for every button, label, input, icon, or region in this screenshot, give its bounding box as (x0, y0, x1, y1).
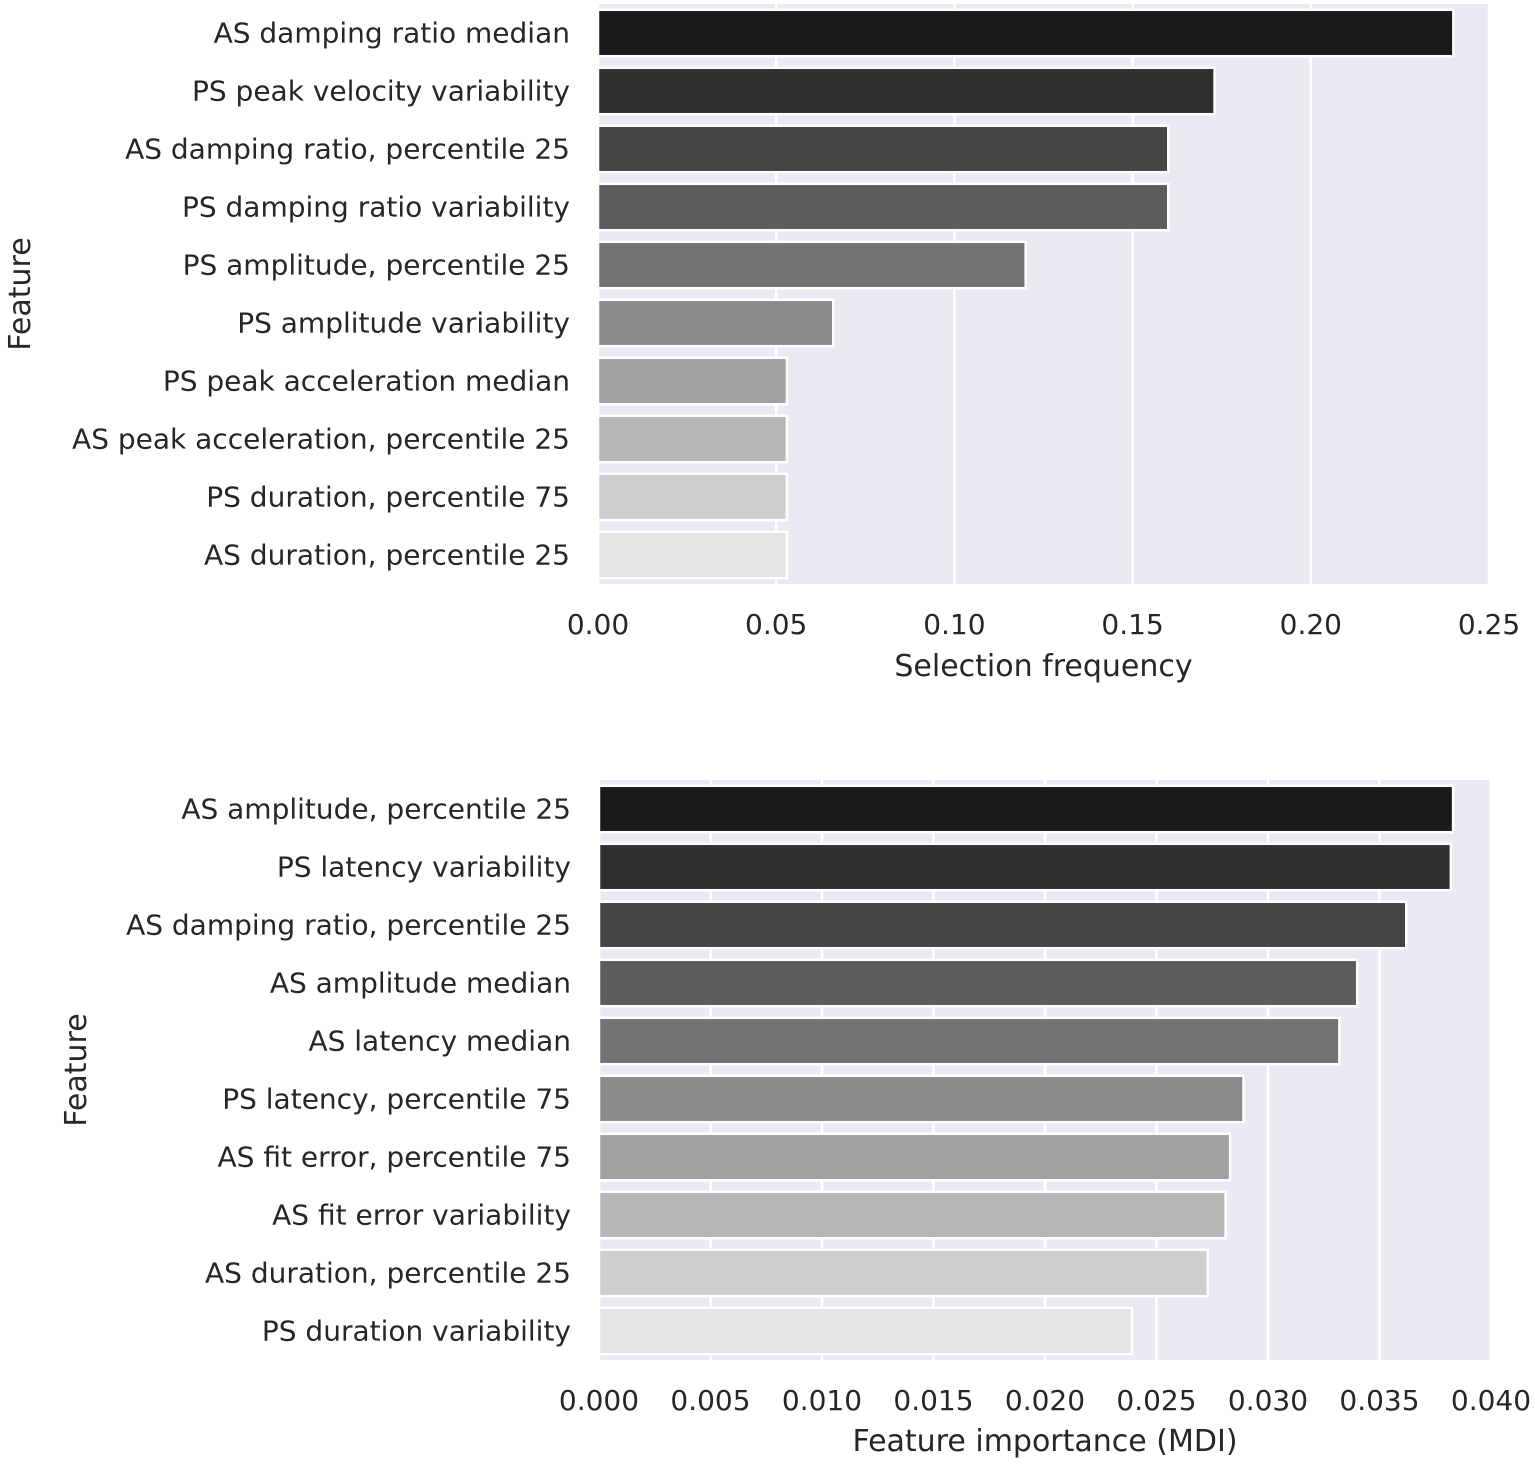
y-tick-label: AS peak acceleration, percentile 25 (72, 423, 570, 456)
bar (596, 472, 789, 522)
bar (597, 842, 1453, 892)
x-tick-label: 0.00 (567, 608, 629, 641)
y-tick-label: PS peak velocity variability (192, 75, 570, 108)
y-tick-label: PS amplitude, percentile 25 (183, 249, 570, 282)
x-tick-label: 0.010 (782, 1384, 862, 1417)
x-tick-label: 0.025 (1116, 1384, 1196, 1417)
bar (596, 356, 789, 406)
x-tick-label: 0.10 (923, 608, 985, 641)
bar (596, 298, 835, 348)
y-axis-label: Feature (3, 237, 38, 350)
bar (597, 1190, 1227, 1240)
y-tick-label: AS amplitude median (270, 967, 571, 1000)
x-tick-label: 0.25 (1458, 608, 1520, 641)
x-tick-label: 0.15 (1101, 608, 1163, 641)
x-tick-label: 0.020 (1005, 1384, 1085, 1417)
feature-importance-chart: AS amplitude, percentile 25 PS latency va… (59, 780, 1531, 1459)
x-tick-label: 0.005 (670, 1384, 750, 1417)
bar (597, 1132, 1232, 1182)
y-tick-label: PS latency, percentile 75 (222, 1083, 571, 1116)
y-tick-label: PS peak acceleration median (163, 365, 570, 398)
bar (597, 900, 1408, 950)
x-tick-label: 0.000 (559, 1384, 639, 1417)
y-tick-label: AS latency median (308, 1025, 571, 1058)
bar (596, 8, 1455, 58)
y-tick-label: PS amplitude variability (237, 307, 570, 340)
bar (597, 1074, 1245, 1124)
selection-frequency-chart: AS damping ratio median PS peak velocity … (3, 4, 1520, 684)
y-tick-label: AS duration, percentile 25 (204, 539, 570, 572)
bar (596, 414, 789, 464)
bar (597, 1016, 1341, 1066)
y-tick-label: PS duration, percentile 75 (206, 481, 570, 514)
bar (597, 1306, 1134, 1356)
bar (596, 530, 789, 580)
bar (597, 1248, 1210, 1298)
x-tick-label: 0.040 (1451, 1384, 1531, 1417)
bar (597, 784, 1455, 834)
y-tick-label: AS damping ratio, percentile 25 (126, 909, 571, 942)
x-tick-label: 0.035 (1339, 1384, 1419, 1417)
y-tick-label: AS damping ratio median (214, 17, 570, 50)
y-tick-label: PS duration variability (262, 1315, 571, 1348)
y-tick-label: AS duration, percentile 25 (205, 1257, 571, 1290)
bar (596, 182, 1170, 232)
bar (596, 66, 1216, 116)
x-tick-label: 0.015 (893, 1384, 973, 1417)
x-tick-label: 0.05 (745, 608, 807, 641)
x-axis-label: Selection frequency (894, 649, 1192, 684)
x-tick-label: 0.20 (1280, 608, 1342, 641)
x-axis-label: Feature importance (MDI) (852, 1424, 1237, 1459)
y-tick-label: AS fit error, percentile 75 (218, 1141, 572, 1174)
bar (596, 240, 1027, 290)
y-tick-label: AS fit error variability (272, 1199, 571, 1232)
bar (596, 124, 1170, 174)
y-tick-label: PS damping ratio variability (182, 191, 570, 224)
y-tick-label: PS latency variability (277, 851, 571, 884)
y-tick-label: AS damping ratio, percentile 25 (125, 133, 570, 166)
y-tick-label: AS amplitude, percentile 25 (181, 793, 571, 826)
y-axis-label: Feature (59, 1013, 94, 1126)
x-tick-label: 0.030 (1228, 1384, 1308, 1417)
bar (597, 958, 1359, 1008)
